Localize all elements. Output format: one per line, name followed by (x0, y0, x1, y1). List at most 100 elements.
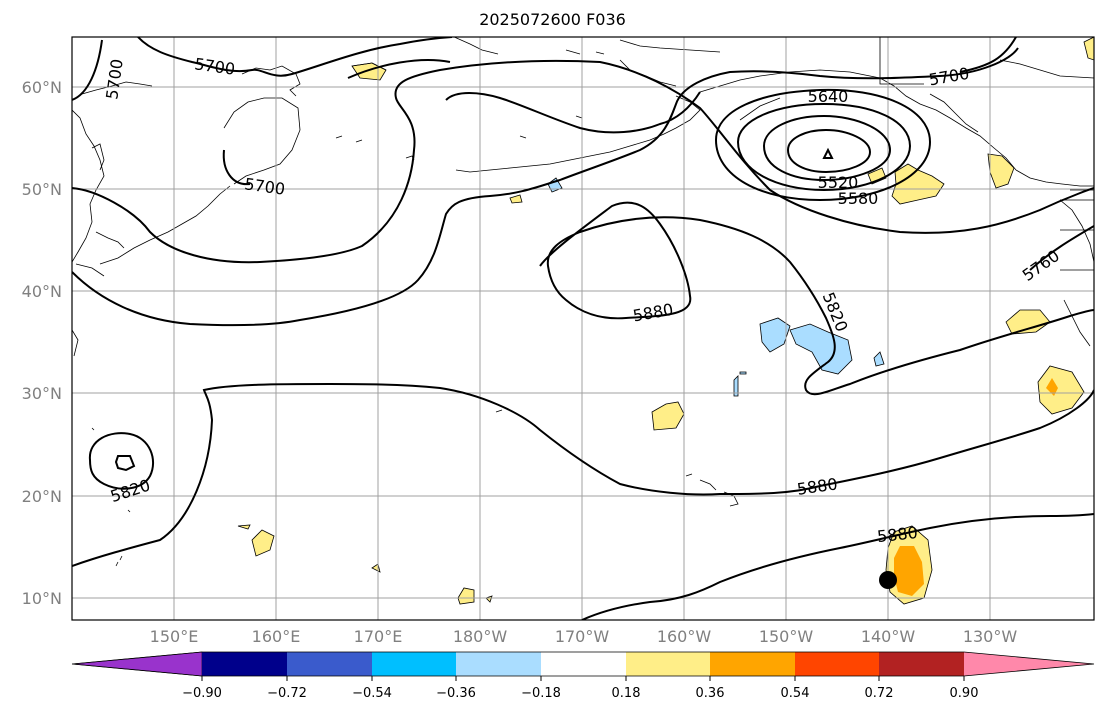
coastlines (72, 37, 1094, 357)
contour-label: 5700 (193, 54, 236, 78)
shade-negative (873, 351, 885, 367)
colorbar-segment (710, 652, 795, 676)
contour-label: 5700 (243, 174, 286, 198)
lon-label: 130°W (963, 627, 1018, 646)
lon-label: 160°W (657, 627, 712, 646)
graticule (72, 37, 1094, 620)
colorbar-tick-label: 0.18 (612, 686, 641, 701)
colorbar-tick-label: 0.36 (696, 686, 725, 701)
contour-5580 (736, 102, 912, 192)
contour-5460 (786, 128, 872, 174)
lon-label: 180°W (453, 627, 508, 646)
contour-5700-nw (222, 149, 251, 186)
lon-label: 150°W (759, 627, 814, 646)
contour-5700-north (137, 37, 453, 77)
contour-5880-sw-small (114, 455, 136, 472)
shade-positive (457, 587, 475, 605)
colorbar-tick-label: −0.90 (182, 686, 222, 701)
shade-negative (789, 323, 853, 375)
map-area (72, 37, 1094, 620)
colorbar-segment (456, 652, 541, 676)
latitude-labels: 60°N 50°N 40°N 30°N 20°N 10°N (22, 78, 62, 608)
colorbar-tick-label: −0.54 (352, 686, 392, 701)
contour-5880-main (72, 383, 1094, 567)
shade-positive (1083, 37, 1094, 61)
colorbar-tick-label: −0.18 (521, 686, 561, 701)
lat-label: 30°N (22, 384, 62, 403)
contour-5700-ne (959, 37, 1017, 73)
contour-5820-main (539, 201, 1094, 396)
colorbar-tick-label: −0.36 (436, 686, 476, 701)
lon-label: 160°E (252, 627, 301, 646)
contour-5760-main (72, 47, 1019, 327)
contour-5760-blob (445, 91, 701, 134)
shade-negative (759, 317, 791, 353)
contour-label: 5700 (102, 58, 126, 101)
lat-label: 60°N (22, 78, 62, 97)
colorbar-tick-label: 0.54 (781, 686, 810, 701)
contour-label: 5640 (808, 87, 849, 106)
contour-5880-south (581, 513, 1094, 620)
colorbar-ticks (201, 676, 965, 681)
colorbar-tick-label: −0.72 (267, 686, 307, 701)
lat-label: 40°N (22, 282, 62, 301)
shade-positive (867, 167, 887, 185)
shade-positive (485, 595, 493, 603)
colorbar-segment (541, 652, 626, 676)
longitude-labels: 150°E 160°E 170°E 180°W 170°W 160°W 150°… (150, 627, 1018, 646)
colorbar-tick-label: 0.90 (950, 686, 979, 701)
contour-5400 (822, 147, 834, 159)
shade-positive (251, 529, 275, 557)
shade-negative (733, 375, 739, 397)
colorbar-segment (626, 652, 710, 676)
contour-label: 5880 (796, 474, 839, 498)
map-title: 2025072600 F036 (479, 10, 626, 29)
contour-5520 (762, 114, 892, 182)
lon-label: 150°E (150, 627, 199, 646)
shade-positive (1037, 365, 1085, 415)
colorbar-segment (372, 652, 456, 676)
colorbar: −0.90 −0.72 −0.54 −0.36 −0.18 0.18 0.36 … (71, 651, 1095, 701)
colorbar-segment (202, 652, 287, 676)
contour-label: 5760 (1019, 246, 1063, 285)
shade-positive-strong (894, 546, 924, 596)
contour-label: 5820 (108, 475, 153, 506)
shade-positive (987, 153, 1015, 189)
shade-positive-strong (1046, 378, 1058, 396)
shade-positive (371, 563, 381, 573)
colorbar-segment (964, 652, 1094, 676)
map-frame (71, 36, 1095, 621)
colorbar-segment (287, 652, 372, 676)
storm-center-marker (879, 571, 897, 589)
shade-positive (509, 194, 523, 204)
contour-label: 5880 (631, 300, 674, 326)
shade-positive (1005, 309, 1051, 335)
lon-label: 170°W (555, 627, 610, 646)
contour-5760-se (1029, 225, 1094, 271)
lat-label: 10°N (22, 589, 62, 608)
shade-positive (237, 524, 251, 530)
lat-label: 50°N (22, 180, 62, 199)
contour-label: 5520 (818, 173, 859, 192)
contour-label: 5580 (838, 189, 879, 208)
contour-5700-loop (72, 59, 1094, 264)
colorbar-segment (795, 652, 879, 676)
colorbar-segment (879, 652, 964, 676)
contour-label: 5700 (927, 64, 970, 90)
contour-5640 (714, 88, 932, 202)
colorbar-tick-label: 0.72 (865, 686, 894, 701)
shaded-fields (237, 37, 1094, 605)
contour-5700-west (72, 39, 103, 101)
lat-label: 20°N (22, 487, 62, 506)
shade-negative (739, 371, 747, 375)
shade-positive (891, 163, 945, 205)
contour-label: 5880 (876, 523, 918, 546)
contour-5760 (347, 59, 451, 79)
lon-label: 170°E (354, 627, 403, 646)
contour-5820-sw (88, 432, 155, 490)
shade-positive (651, 401, 685, 431)
lon-label: 140°W (861, 627, 916, 646)
height-contours (72, 37, 1094, 620)
colorbar-segment (71, 651, 203, 677)
